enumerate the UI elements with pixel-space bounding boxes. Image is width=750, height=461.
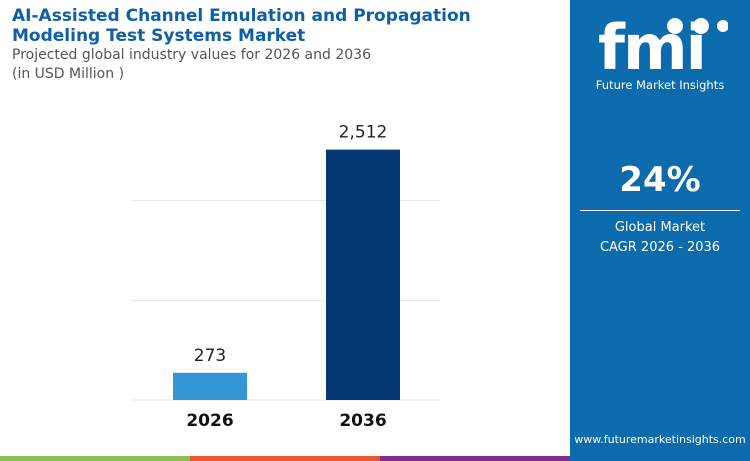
stripe-purple (380, 456, 570, 461)
unit-text: (in USD Million ) (12, 66, 125, 82)
bar-2036 (326, 149, 400, 400)
side-panel: fmi Future Market Insights 24% Global Ma… (570, 0, 750, 461)
stripe-green (0, 456, 190, 461)
chart-subtitle: Projected global industry values for 202… (12, 46, 371, 84)
data-label: 273 (194, 346, 226, 366)
cagr-label: Global Market CAGR 2026 - 2036 (570, 218, 750, 258)
svg-text:fmi: fmi (598, 14, 705, 74)
brand-name: Future Market Insights (595, 78, 725, 92)
bar-chart: 273 2026 2,512 2036 (132, 123, 440, 431)
x-tick-label: 2036 (339, 411, 386, 431)
stripe-orange (190, 456, 380, 461)
data-label: 2,512 (339, 123, 388, 143)
cagr-label-line1: Global Market (614, 220, 706, 235)
subtitle-text: Projected global industry values for 202… (12, 47, 371, 63)
fmi-logo: fmi (598, 14, 728, 74)
divider (580, 210, 740, 211)
website-link[interactable]: www.futuremarketinsights.com (574, 433, 746, 446)
chart-title: AI-Assisted Channel Emulation and Propag… (12, 6, 471, 46)
bar-2026 (173, 372, 247, 400)
cagr-label-line2: CAGR 2026 - 2036 (599, 240, 721, 255)
cagr-value: 24% (619, 160, 701, 200)
x-tick-label: 2026 (186, 411, 233, 431)
